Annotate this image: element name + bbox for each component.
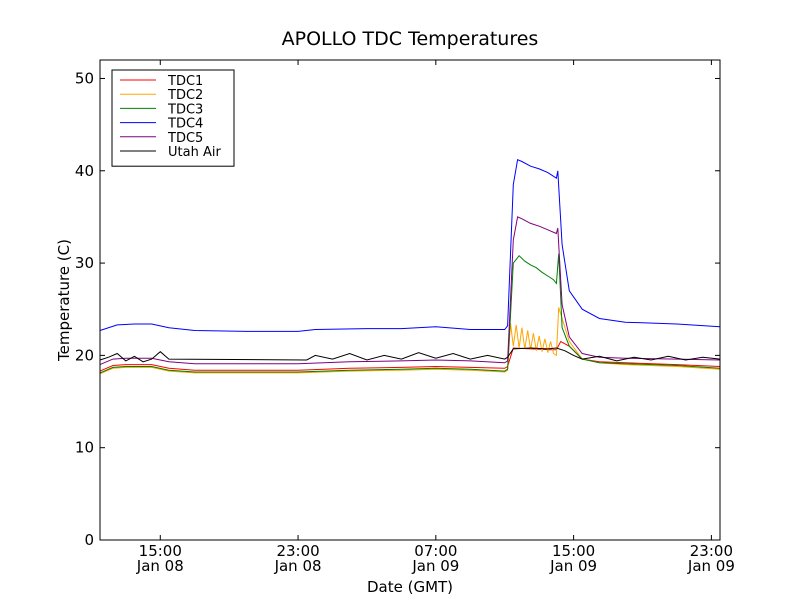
x-tick-label-date: Jan 09 — [411, 557, 459, 575]
series-line-tdc4 — [99, 158, 721, 332]
x-tick-label-date: Jan 08 — [274, 557, 322, 575]
legend-label: TDC1 — [167, 74, 203, 89]
series-line-utah-air — [99, 347, 721, 363]
y-tick-label: 30 — [75, 254, 94, 272]
y-tick-label: 40 — [75, 162, 94, 180]
y-tick-label: 10 — [75, 439, 94, 457]
y-axis-label: Temperature (C) — [55, 239, 73, 362]
legend-label: TDC3 — [167, 102, 203, 117]
legend-box — [111, 69, 235, 167]
legend-label: TDC4 — [167, 117, 203, 132]
x-tick-label-time: 15:00 — [139, 542, 182, 560]
x-tick-label-time: 07:00 — [414, 542, 457, 560]
chart-title: APOLLO TDC Temperatures — [282, 28, 539, 50]
plot-frame — [99, 59, 721, 541]
series-line-tdc5 — [99, 216, 721, 366]
x-tick-label-time: 23:00 — [690, 542, 733, 560]
legend-label: TDC2 — [167, 88, 203, 103]
x-tick-label-time: 15:00 — [552, 542, 595, 560]
series-line-tdc2 — [99, 307, 721, 375]
series-line-tdc3 — [99, 253, 721, 374]
y-axis: 0 10 20 30 40 50 — [75, 69, 720, 549]
x-tick-label-date: Jan 09 — [687, 557, 735, 575]
legend-label: Utah Air — [168, 145, 221, 160]
y-tick-label: 50 — [75, 69, 94, 87]
y-tick-label: 0 — [84, 531, 94, 549]
x-tick-label-date: Jan 08 — [136, 557, 184, 575]
y-tick-label: 20 — [75, 346, 94, 364]
series-lines — [99, 158, 721, 375]
x-axis-label: Date (GMT) — [367, 578, 453, 596]
legend-label: TDC5 — [167, 131, 203, 146]
x-tick-label-date: Jan 09 — [549, 557, 597, 575]
x-tick-label-time: 23:00 — [276, 542, 319, 560]
